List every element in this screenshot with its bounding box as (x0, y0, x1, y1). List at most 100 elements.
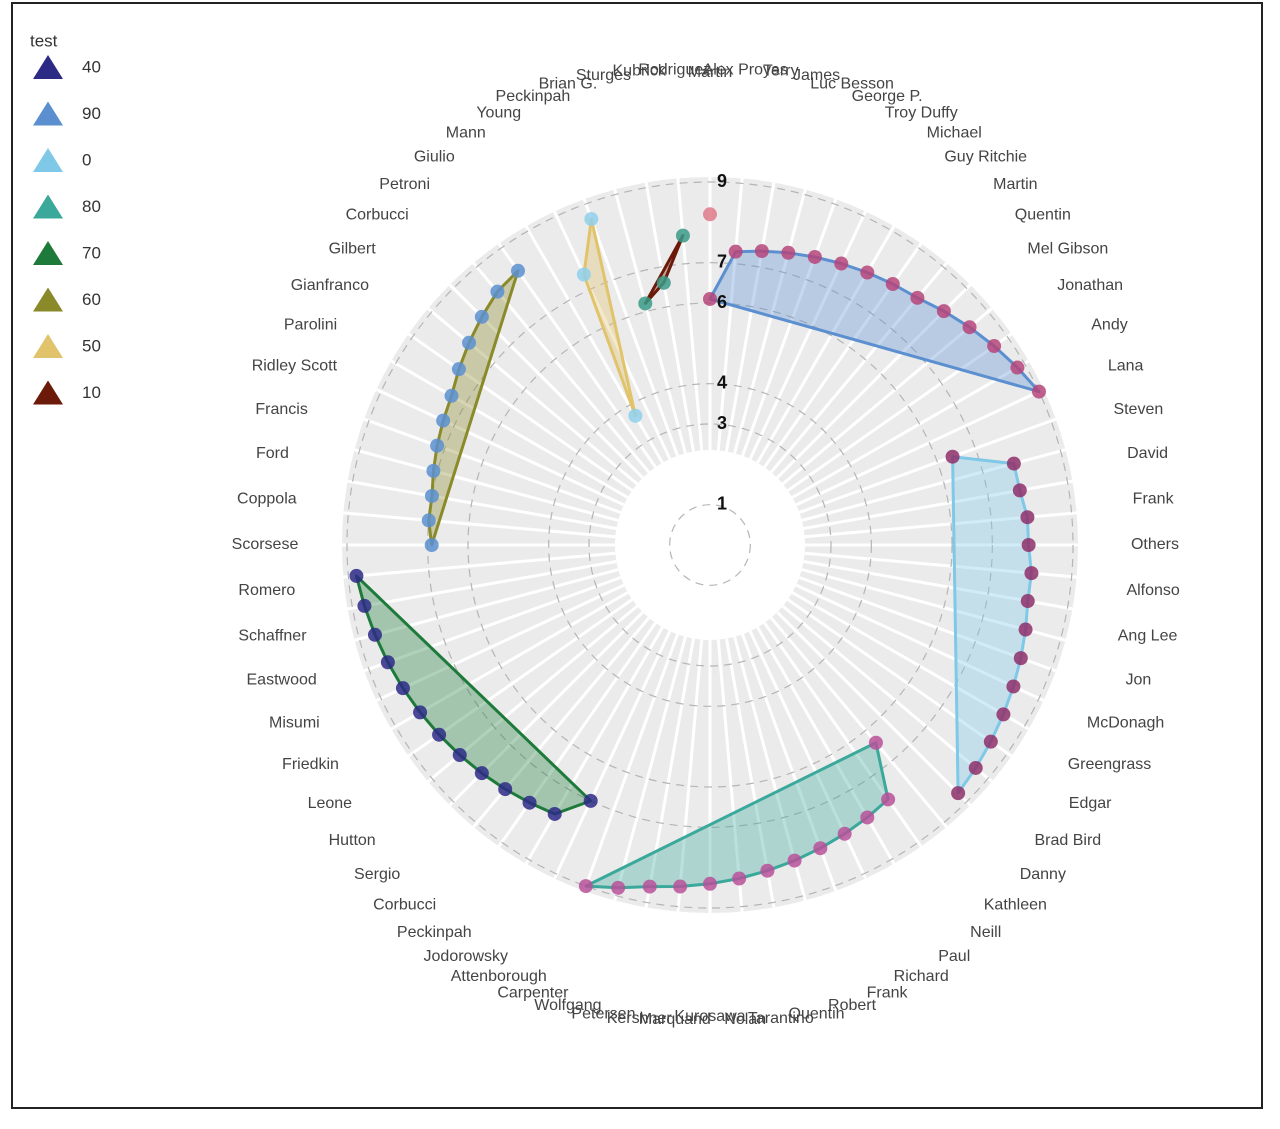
category-label: Troy Duffy (885, 104, 958, 121)
point (413, 705, 428, 720)
spoke (354, 448, 619, 522)
category-label: Kershner (607, 1010, 673, 1027)
category-label: Carpenter (497, 984, 569, 1001)
category-label: Jodorowsky (424, 948, 508, 965)
point (638, 296, 653, 311)
category-label: Luc Besson (810, 76, 894, 93)
point (675, 228, 690, 243)
legend-label: 90 (82, 104, 101, 123)
category-label: Francis (255, 401, 307, 418)
category-label: Martin (993, 176, 1037, 193)
legend-label: 80 (82, 197, 101, 216)
point (367, 627, 382, 642)
point (424, 538, 439, 552)
category-label: Petersen (571, 1005, 635, 1022)
point (868, 735, 883, 750)
spoke (343, 511, 616, 539)
category-label: Jonathan (1057, 277, 1123, 294)
spoke (725, 638, 776, 908)
category-label: Neill (970, 924, 1001, 941)
point (498, 782, 513, 797)
category-label: Giulio (414, 148, 455, 165)
point (881, 792, 896, 807)
category-label: Marquand (639, 1011, 711, 1028)
category-label: Schaffner (238, 627, 307, 644)
category-label: Hutton (329, 832, 376, 849)
category-label: Others (1131, 536, 1179, 553)
point (728, 244, 743, 259)
point (760, 863, 775, 878)
grid-circle (346, 181, 1074, 909)
category-label: Attenborough (451, 968, 547, 985)
spoke (613, 189, 687, 454)
legend-label: 0 (82, 150, 91, 169)
category-label: Peckinpah (496, 88, 571, 105)
spoke (343, 551, 616, 579)
spoke (798, 576, 1057, 673)
category-label: Kathleen (984, 897, 1047, 914)
point (474, 309, 489, 324)
legend-label: 50 (82, 336, 101, 355)
grid-circle (588, 423, 832, 667)
point (987, 339, 1002, 354)
spoke (390, 359, 629, 499)
spoke (582, 633, 679, 892)
spoke (644, 182, 695, 452)
point (426, 463, 441, 478)
point (1031, 384, 1046, 399)
point (421, 513, 436, 528)
point (837, 826, 852, 841)
category-label: Robert (828, 997, 877, 1014)
spoke (756, 626, 896, 865)
point (547, 806, 562, 821)
category-label: Friedkin (282, 756, 339, 773)
category-label: Brad Bird (1035, 832, 1102, 849)
point (1021, 538, 1036, 552)
legend-marker (33, 241, 63, 265)
series-polygon (643, 234, 685, 305)
point (781, 245, 796, 260)
spoke (363, 417, 622, 514)
point (951, 786, 966, 801)
category-label: Gilbert (329, 241, 377, 258)
point (910, 290, 925, 305)
grid-circle (548, 383, 872, 707)
legend-marker (33, 380, 63, 405)
category-label: Jon (1125, 672, 1151, 689)
point (1018, 622, 1033, 637)
category-label: Ang Lee (1118, 627, 1178, 644)
legend-label: 60 (82, 290, 101, 309)
polar-background (342, 177, 1078, 913)
category-label: Mann (446, 125, 486, 142)
spoke (347, 560, 617, 611)
point (754, 244, 769, 259)
legend: test 40 90 0 80 70 60 50 10 (30, 31, 101, 405)
spoke (582, 198, 679, 457)
spoke (354, 568, 619, 642)
spoke (497, 242, 657, 469)
category-label: Richard (894, 968, 949, 985)
point (1020, 594, 1035, 609)
category-label: Tarantino (748, 1010, 814, 1027)
category-label: James (793, 67, 840, 84)
point (584, 212, 599, 227)
polar-hole (615, 450, 805, 640)
point (576, 267, 591, 282)
point (642, 879, 657, 894)
category-label: David (1127, 445, 1168, 462)
spoke (553, 210, 672, 460)
point (430, 438, 445, 453)
point (452, 747, 467, 762)
radial-tick-label: 3 (717, 413, 727, 433)
category-label: Nolan (724, 1011, 766, 1028)
category-label: Quentin (1015, 207, 1071, 224)
category-label: Ridley Scott (252, 358, 338, 375)
point (962, 320, 977, 335)
category-label: Lana (1108, 358, 1144, 375)
category-label: Eastwood (247, 672, 317, 689)
point (860, 265, 875, 280)
point (787, 853, 802, 868)
category-label: Steven (1113, 401, 1163, 418)
